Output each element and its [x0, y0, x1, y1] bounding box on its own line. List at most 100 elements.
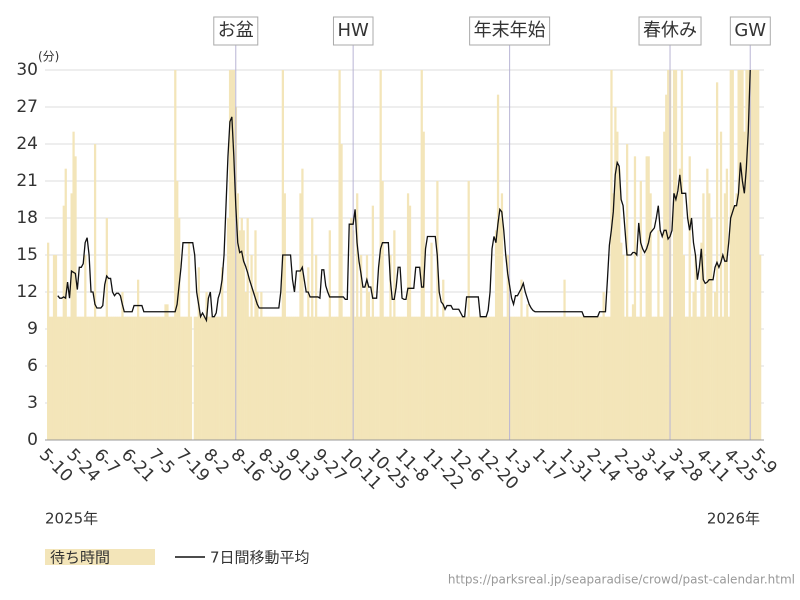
bar — [645, 156, 648, 441]
bar — [311, 218, 314, 440]
bar — [358, 316, 361, 440]
bar — [512, 316, 515, 440]
bar — [103, 316, 107, 440]
bar — [672, 70, 676, 440]
bar — [459, 316, 463, 440]
bar — [590, 316, 594, 440]
bar — [82, 316, 85, 440]
bar — [522, 316, 525, 440]
bar — [655, 316, 658, 440]
bar — [624, 316, 627, 440]
bar — [232, 70, 236, 440]
bar — [537, 316, 541, 440]
bar — [532, 316, 535, 440]
bar — [346, 316, 349, 440]
bar — [158, 316, 161, 440]
bar — [66, 316, 69, 440]
y-unit: (分) — [38, 50, 59, 64]
bar — [493, 316, 496, 440]
bar — [285, 316, 288, 440]
bar — [74, 156, 77, 441]
bar — [287, 316, 290, 440]
bar — [440, 316, 443, 440]
bar — [340, 144, 343, 440]
bar — [667, 70, 670, 440]
bar — [688, 156, 691, 441]
bar — [657, 230, 660, 440]
bar — [397, 316, 400, 440]
bar — [107, 316, 110, 440]
bar — [604, 316, 607, 440]
bar — [571, 316, 574, 440]
bar — [361, 316, 365, 440]
bar — [565, 316, 568, 440]
bar — [698, 316, 701, 440]
bar — [553, 316, 556, 440]
bar — [201, 316, 204, 440]
bar — [477, 316, 480, 440]
bar — [266, 316, 269, 440]
bar — [207, 316, 210, 440]
bar — [678, 168, 682, 440]
bar — [336, 316, 339, 440]
bar — [442, 279, 445, 440]
bar — [72, 131, 75, 440]
bar — [393, 230, 396, 440]
bar — [743, 131, 746, 440]
bar — [475, 316, 478, 440]
bar — [586, 316, 590, 440]
bar — [569, 316, 572, 440]
bar — [524, 316, 527, 440]
bar — [584, 316, 588, 440]
bar — [299, 193, 302, 440]
bar — [240, 218, 243, 440]
bar — [64, 168, 67, 440]
bar — [616, 131, 619, 440]
bar — [401, 316, 404, 440]
bar — [324, 316, 328, 440]
bar — [676, 193, 680, 440]
bar — [371, 205, 374, 440]
bar — [183, 316, 187, 440]
bar — [412, 316, 416, 440]
bar — [549, 316, 552, 440]
bar — [575, 316, 578, 440]
bar — [618, 168, 621, 440]
bar — [226, 218, 230, 440]
bar — [612, 193, 615, 440]
bar — [383, 316, 386, 440]
bar — [387, 316, 390, 440]
bar — [156, 316, 159, 440]
bar — [557, 316, 560, 440]
bar — [101, 316, 105, 440]
bar — [150, 316, 153, 440]
bar — [356, 193, 359, 440]
bar — [434, 316, 437, 440]
bar — [759, 255, 762, 440]
annotation-box — [729, 16, 771, 46]
bar — [573, 316, 576, 440]
bar — [700, 242, 703, 440]
bar — [375, 316, 378, 440]
bar — [205, 292, 208, 440]
bar — [60, 316, 63, 440]
bar — [731, 70, 734, 440]
bar — [498, 218, 502, 440]
annotation-box — [213, 16, 259, 46]
bar — [448, 316, 451, 440]
bar — [436, 181, 439, 440]
bar — [600, 316, 603, 440]
bar — [213, 316, 216, 440]
bar — [741, 70, 744, 440]
bar — [86, 316, 89, 440]
bar — [262, 316, 265, 440]
bar — [84, 255, 87, 440]
bar — [334, 316, 337, 440]
bar — [751, 70, 754, 440]
bar — [453, 316, 457, 440]
bar — [170, 316, 173, 440]
bar — [117, 316, 120, 440]
annotation-label: お盆 — [218, 20, 254, 41]
bar — [197, 267, 200, 440]
bar — [514, 316, 517, 440]
